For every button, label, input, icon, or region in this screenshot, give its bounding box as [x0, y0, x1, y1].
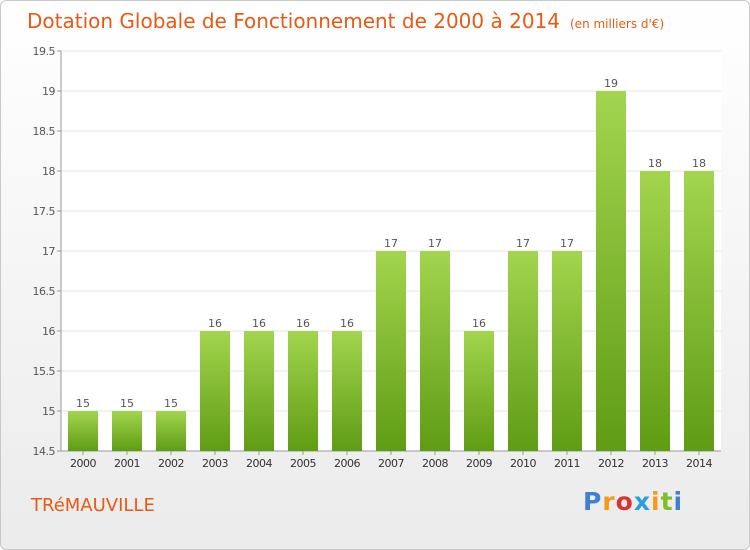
- x-tick-label: 2007: [378, 457, 404, 470]
- y-tick-label: 19.5: [33, 45, 56, 58]
- x-tick-label: 2004: [246, 457, 272, 470]
- chart-title: Dotation Globale de Fonctionnement de 20…: [27, 9, 664, 33]
- bar: [376, 251, 406, 451]
- bar-value-label: 15: [76, 397, 90, 410]
- bar: [552, 251, 582, 451]
- bar: [508, 251, 538, 451]
- x-tick-label: 2011: [554, 457, 580, 470]
- x-tick-label: 2001: [114, 457, 140, 470]
- bar-value-label: 16: [472, 317, 486, 330]
- bar: [200, 331, 230, 451]
- bar: [288, 331, 318, 451]
- bar-value-label: 17: [560, 237, 574, 250]
- y-tick-label: 17: [42, 245, 55, 258]
- chart-unit: (en milliers d'€): [570, 17, 665, 31]
- y-tick-label: 18.5: [33, 125, 56, 138]
- bar: [68, 411, 98, 451]
- x-tick-label: 2013: [642, 457, 668, 470]
- bar-value-label: 17: [516, 237, 530, 250]
- y-tick-label: 14.5: [33, 445, 56, 458]
- x-tick-label: 2002: [158, 457, 184, 470]
- chart-title-text: Dotation Globale de Fonctionnement de 20…: [27, 9, 560, 33]
- x-tick-label: 2005: [290, 457, 316, 470]
- bar: [464, 331, 494, 451]
- y-tick-label: 15.5: [33, 365, 56, 378]
- x-tick-label: 2000: [70, 457, 96, 470]
- bar-value-label: 16: [340, 317, 354, 330]
- x-tick-label: 2009: [466, 457, 492, 470]
- bar-value-label: 16: [296, 317, 310, 330]
- bar: [640, 171, 670, 451]
- proxiti-logo: Proxiti: [583, 487, 684, 516]
- commune-name: TRéMAUVILLE: [31, 495, 155, 516]
- x-tick-label: 2008: [422, 457, 448, 470]
- x-tick-label: 2006: [334, 457, 360, 470]
- x-tick-label: 2012: [598, 457, 624, 470]
- bar: [332, 331, 362, 451]
- y-tick-label: 17.5: [33, 205, 56, 218]
- bar-value-label: 18: [692, 157, 706, 170]
- x-tick-label: 2010: [510, 457, 536, 470]
- bar-value-label: 19: [604, 77, 618, 90]
- bar-value-label: 17: [384, 237, 398, 250]
- bar: [112, 411, 142, 451]
- y-tick-label: 15: [42, 405, 55, 418]
- bar: [420, 251, 450, 451]
- bar: [156, 411, 186, 451]
- x-tick-label: 2003: [202, 457, 228, 470]
- bar-value-label: 18: [648, 157, 662, 170]
- bar: [596, 91, 626, 451]
- bar: [684, 171, 714, 451]
- bar-value-label: 17: [428, 237, 442, 250]
- bar-value-label: 15: [120, 397, 134, 410]
- y-tick-label: 16.5: [33, 285, 56, 298]
- bar-value-label: 16: [208, 317, 222, 330]
- y-tick-label: 16: [42, 325, 55, 338]
- bar-value-label: 15: [164, 397, 178, 410]
- bar: [244, 331, 274, 451]
- x-tick-label: 2014: [686, 457, 712, 470]
- bar-value-label: 16: [252, 317, 266, 330]
- y-tick-label: 18: [42, 165, 55, 178]
- y-tick-label: 19: [42, 85, 55, 98]
